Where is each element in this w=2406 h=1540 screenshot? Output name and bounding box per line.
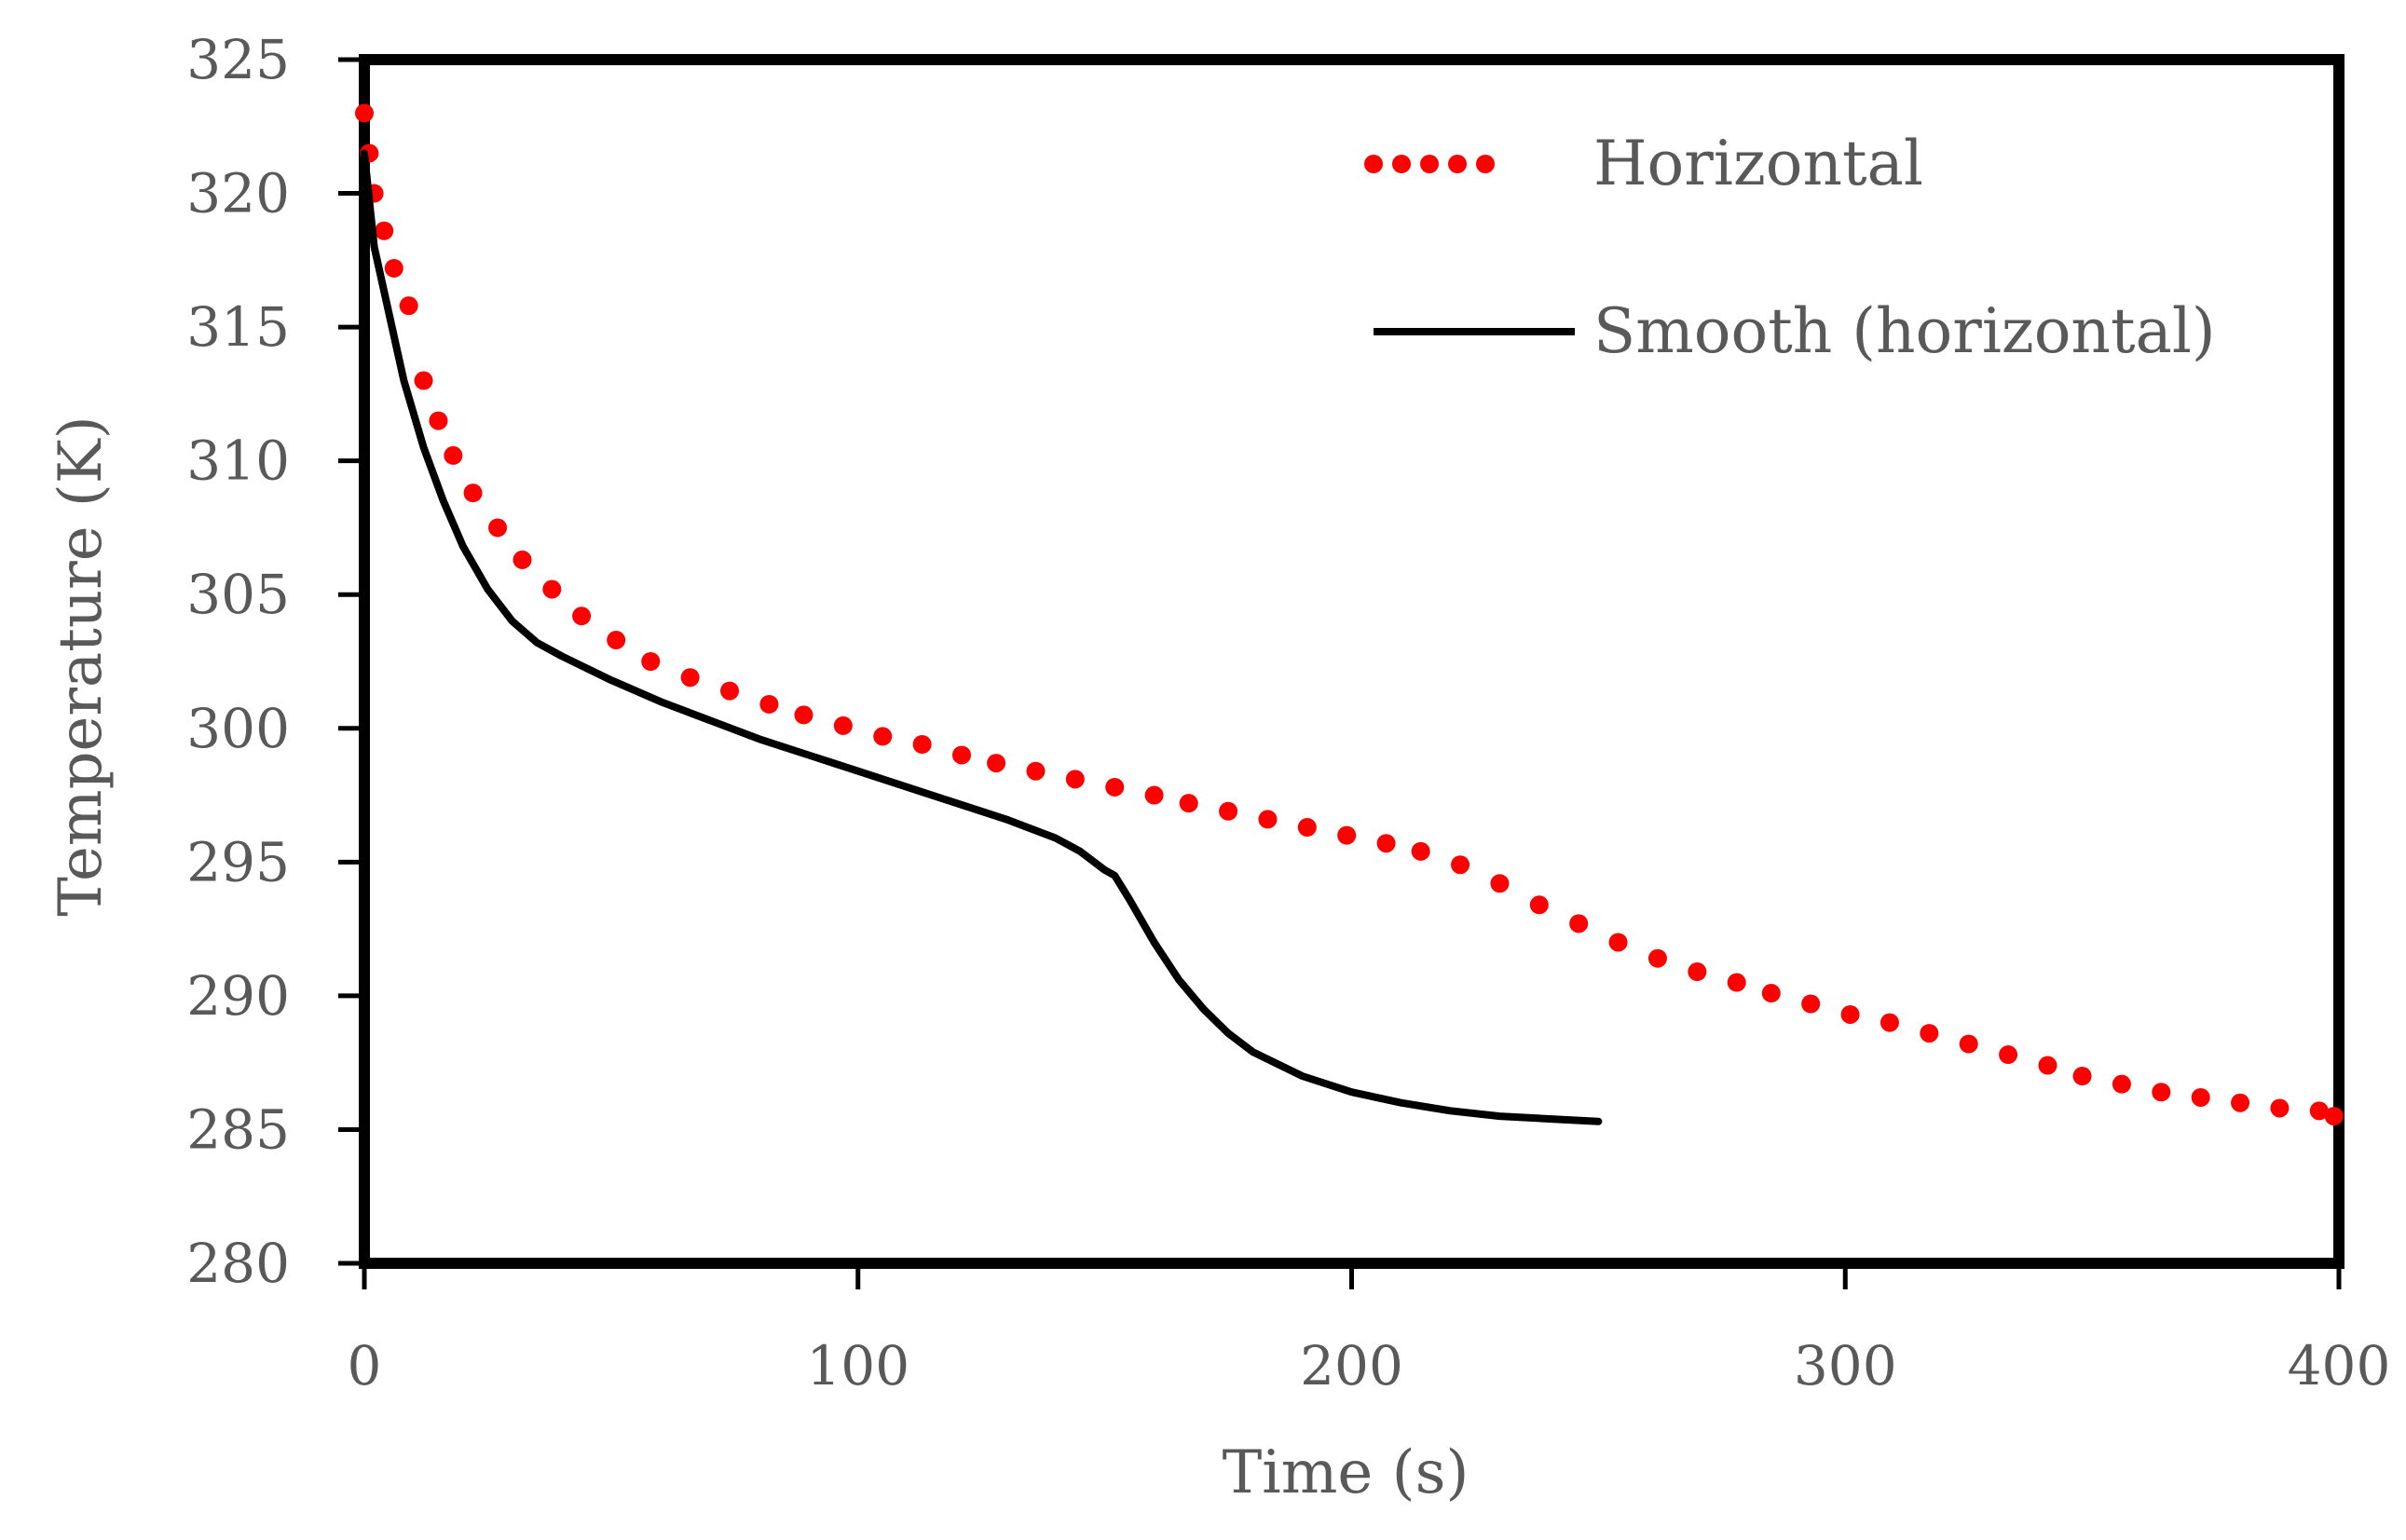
y-tick-label: 320: [186, 162, 290, 225]
y-tick-label: 280: [186, 1232, 290, 1295]
legend-marker-horizontal: [1420, 155, 1439, 173]
horizontal-data-point: [2191, 1087, 2210, 1107]
x-tick-label: 0: [348, 1334, 382, 1397]
horizontal-data-point: [720, 681, 740, 701]
y-tick-label: 315: [186, 295, 290, 359]
horizontal-data-point: [1219, 801, 1238, 821]
horizontal-data-point: [384, 258, 403, 278]
horizontal-data-point: [2309, 1101, 2329, 1121]
horizontal-data-point: [1451, 855, 1470, 875]
y-tick-label: 310: [186, 429, 290, 493]
legend: Horizontal Smooth (horizontal): [1364, 128, 2216, 367]
axes-layer: 280 285 290 295 300 305 310 315 320 325 0 100 200 300…: [186, 28, 2390, 1397]
horizontal-data-point: [542, 579, 562, 599]
horizontal-data-point: [1144, 785, 1164, 805]
horizontal-data-point: [1411, 841, 1430, 861]
x-tick-label: 100: [806, 1334, 909, 1397]
horizontal-data-point: [1840, 1004, 1860, 1024]
horizontal-data-point: [1529, 895, 1549, 915]
legend-label: Horizontal: [1593, 128, 1923, 199]
horizontal-data-point: [399, 296, 418, 316]
horizontal-data-point: [375, 221, 394, 240]
horizontal-data-point: [513, 550, 532, 569]
horizontal-data-point: [1105, 777, 1125, 797]
horizontal-data-point: [641, 652, 661, 671]
horizontal-data-point: [1490, 874, 1510, 893]
horizontal-data-point: [414, 371, 433, 390]
horizontal-data-point: [2324, 1107, 2344, 1126]
horizontal-data-point: [794, 705, 813, 725]
x-tick-label: 400: [2288, 1334, 2391, 1397]
horizontal-data-point: [1337, 825, 1357, 845]
horizontal-data-point: [1999, 1045, 2018, 1065]
horizontal-data-point: [1920, 1024, 1939, 1043]
legend-label: Smooth (horizontal): [1593, 295, 2216, 367]
horizontal-data-point: [1297, 818, 1317, 838]
horizontal-data-point: [680, 668, 700, 688]
horizontal-data-point: [355, 103, 374, 123]
horizontal-data-point: [1647, 948, 1667, 968]
horizontal-data-point: [1376, 834, 1396, 853]
horizontal-data-point: [444, 445, 463, 465]
y-tick-label: 290: [186, 964, 290, 1028]
horizontal-data-point: [1569, 914, 1589, 934]
horizontal-data-point: [1608, 933, 1628, 952]
horizontal-data-point: [2152, 1083, 2171, 1102]
horizontal-data-point: [1761, 984, 1781, 1003]
horizontal-data-point: [987, 754, 1006, 773]
horizontal-data-point: [1179, 794, 1198, 813]
horizontal-data-point: [1727, 973, 1746, 992]
y-tick-label: 305: [186, 563, 290, 626]
horizontal-data-point: [572, 606, 592, 626]
horizontal-data-point: [2231, 1093, 2250, 1112]
horizontal-data-point: [2112, 1074, 2131, 1094]
horizontal-data-point: [2270, 1098, 2290, 1118]
horizontal-data-point: [429, 411, 448, 430]
horizontal-data-point: [833, 715, 853, 735]
y-tick-label: 285: [186, 1097, 290, 1161]
horizontal-data-point: [951, 745, 971, 765]
horizontal-data-point: [1258, 810, 1278, 829]
plot-frame: [359, 54, 2344, 1269]
series-layer: [355, 103, 2344, 1126]
legend-marker-horizontal: [1476, 155, 1495, 173]
x-axis-title: Time (s): [1223, 1438, 1470, 1507]
legend-marker-horizontal: [1448, 155, 1467, 173]
y-tick-label: 295: [186, 830, 290, 893]
horizontal-data-point: [759, 694, 779, 714]
smooth-horizontal-line: [361, 149, 1603, 1125]
x-tick-label: 300: [1794, 1334, 1897, 1397]
legend-marker-horizontal: [1364, 155, 1383, 173]
x-tick-label: 200: [1300, 1334, 1403, 1397]
horizontal-data-point: [1959, 1034, 1978, 1054]
y-axis-title: Temperature (K): [47, 416, 116, 916]
horizontal-data-point: [463, 484, 483, 503]
horizontal-data-point: [1880, 1013, 1899, 1032]
legend-marker-horizontal: [1392, 155, 1411, 173]
horizontal-data-point: [1688, 962, 1707, 982]
y-tick-label: 325: [186, 28, 290, 91]
horizontal-data-point: [873, 727, 893, 746]
horizontal-data-point: [2038, 1056, 2057, 1075]
horizontal-data-point: [912, 735, 932, 755]
horizontal-data-point: [1801, 994, 1821, 1014]
horizontal-data-point: [607, 631, 626, 650]
horizontal-data-point: [1026, 761, 1046, 781]
horizontal-data-point: [488, 518, 508, 538]
horizontal-data-point: [1065, 770, 1085, 789]
y-tick-label: 300: [186, 697, 290, 760]
horizontal-data-point: [2072, 1067, 2092, 1086]
